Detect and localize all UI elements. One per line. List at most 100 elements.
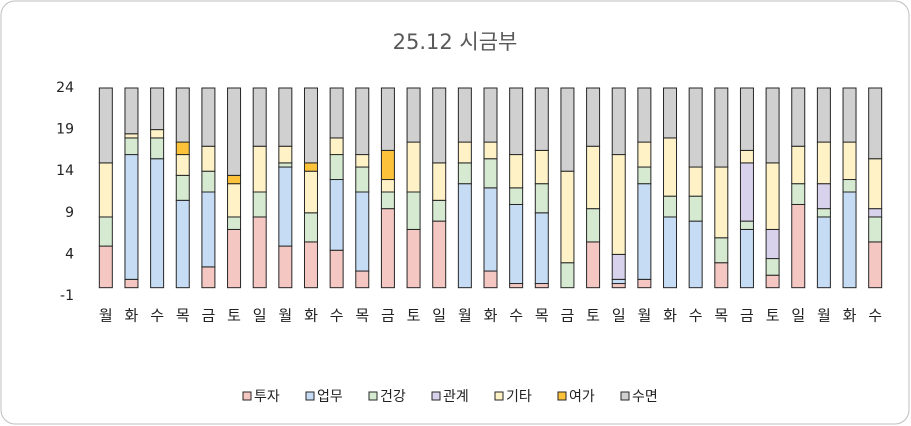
bar-segment [663,87,678,139]
bar-segment [663,137,678,197]
x-tick-label: 목 [714,307,728,325]
bar-segment [175,154,190,176]
bar-segment [406,87,421,143]
bar-segment [303,170,318,214]
bar-segment [201,87,216,147]
bar-segment [586,208,601,243]
bar-segment [868,208,883,218]
bar-segment [842,179,857,193]
bar-segment [611,154,626,255]
bar-segment [278,166,293,247]
x-tick-label: 화 [663,307,677,325]
legend-label: 업무 [317,389,343,405]
bar-segment [329,179,344,251]
x-tick-label: 일 [791,307,805,325]
bar-segment [611,87,626,156]
legend-swatch [368,391,378,401]
bar-segment [765,228,780,260]
bar-segment [432,220,447,289]
bar-segment [637,183,652,280]
bar-segment [739,228,754,289]
x-tick-label: 금 [561,307,575,325]
bar-segment [124,137,139,156]
legend-swatch [242,391,252,401]
bar-segment [611,253,626,280]
bar-segment [98,87,113,164]
x-tick-label: 월 [278,307,292,325]
bar-segment [816,141,831,185]
bar-segment [586,145,601,210]
bar-segment [509,154,524,189]
legend-swatch [431,391,441,401]
bar-segment [432,87,447,164]
bar-segment [483,270,498,289]
bar-segment [765,162,780,230]
bar-segment [380,149,395,181]
legend-swatch [305,391,315,401]
bar-segment [739,149,754,164]
bar-segment [816,216,831,289]
bar-segment [150,129,165,139]
bar-segment [791,203,806,289]
legend-label: 수면 [632,389,658,405]
bar-segment [868,216,883,243]
bar-segment [688,195,703,222]
bar-segment [124,154,139,280]
x-tick-label: 월 [458,307,472,325]
bar-segment [816,208,831,218]
x-tick-label: 월 [637,307,651,325]
bar-segment [739,162,754,222]
bar-segment [355,154,370,168]
x-tick-label: 수 [868,307,882,325]
bar-segment [534,149,549,185]
bar-segment [278,145,293,164]
x-tick-label: 금 [740,307,754,325]
bar-segment [380,87,395,151]
bar-segment [150,137,165,160]
bar-segment [534,183,549,214]
x-tick-label: 일 [253,307,267,325]
bar-segment [303,162,318,172]
x-tick-label: 화 [125,307,139,325]
legend-label: 여가 [569,389,595,405]
bar-segment [791,145,806,185]
bar-segment [816,87,831,143]
bar-segment [457,183,472,289]
bar-segment [406,191,421,230]
bar-segment [303,212,318,243]
x-tick-label: 토 [586,307,600,325]
bar-segment [688,166,703,197]
bar-segment [175,87,190,143]
bar-segment [534,212,549,285]
bar-segment [637,141,652,168]
bar-segment [739,87,754,151]
bar-segment [355,191,370,272]
legend-swatch [494,391,504,401]
bar-segment [842,141,857,181]
bar-segment [124,278,139,289]
bar-segment [765,274,780,289]
x-tick-label: 수 [509,307,523,325]
bar-segment [303,241,318,289]
bar-segment [98,245,113,289]
legend-swatch [557,391,567,401]
x-tick-label: 일 [612,307,626,325]
bar-segment [227,183,242,218]
y-tick-label: 9 [65,205,74,221]
bar-segment [329,249,344,289]
x-tick-label: 화 [484,307,498,325]
bar-segment [611,278,626,285]
x-tick-label: 화 [843,307,857,325]
bar-segment [483,141,498,160]
bar-segment [252,145,267,193]
x-tick-label: 금 [201,307,215,325]
bar-segment [98,162,113,218]
x-tick-label: 토 [407,307,421,325]
bar-segment [714,166,729,239]
x-tick-label: 목 [535,307,549,325]
bar-segment [227,228,242,289]
bar-segment [509,203,524,285]
bar-segment [124,87,139,135]
bar-segment [714,237,729,264]
